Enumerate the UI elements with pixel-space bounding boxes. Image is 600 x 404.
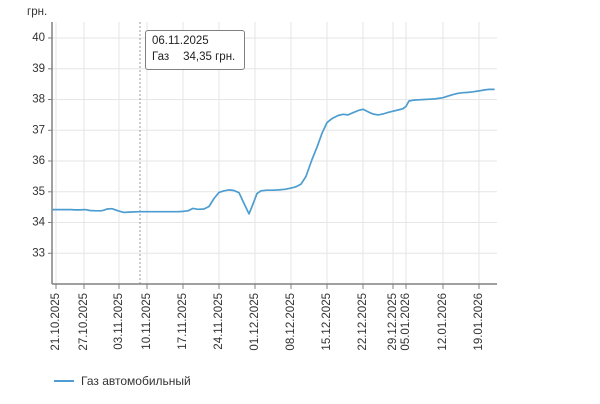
y-tick-label: 38 [32,94,45,106]
y-tick-label: 34 [32,217,45,229]
x-tick-label: 03.11.2025 [113,293,125,350]
x-tick-label: 19.01.2026 [473,293,485,351]
y-tick-label: 35 [32,186,45,198]
tooltip-date: 06.11.2025 [152,35,209,47]
x-tick-label: 12.01.2026 [437,293,449,351]
y-tick-label: 37 [32,124,45,136]
x-tick-label: 08.12.2025 [285,293,297,351]
tooltip-value: 34,35 грн. [183,50,236,63]
legend: Газ автомобильный [54,374,191,388]
legend-item-label[interactable]: Газ автомобильный [81,374,191,388]
x-tick-label: 29.12.2025 [387,293,399,351]
y-tick-label: 39 [32,63,45,75]
x-tick-label: 27.10.2025 [78,293,90,351]
x-tick-label: 17.11.2025 [177,293,189,350]
y-tick-label: 40 [32,32,45,44]
tooltip: 06.11.2025 Газ 34,35 грн. [145,30,246,70]
x-tick-label: 01.12.2025 [249,293,261,351]
y-axis-title: грн. [27,6,48,18]
x-tick-label: 15.12.2025 [321,293,333,351]
x-tick-label: 05.01.2026 [400,293,412,351]
y-tick-label: 33 [32,247,45,259]
legend-line-swatch-icon [54,380,74,382]
tooltip-series-name: Газ [152,50,170,63]
x-tick-label: 21.10.2025 [50,293,62,351]
x-tick-label: 22.12.2025 [357,293,369,351]
x-tick-label: 24.11.2025 [213,293,225,350]
x-tick-label: 10.11.2025 [141,293,153,350]
y-tick-label: 36 [32,155,45,167]
series-line[interactable] [52,88,495,215]
